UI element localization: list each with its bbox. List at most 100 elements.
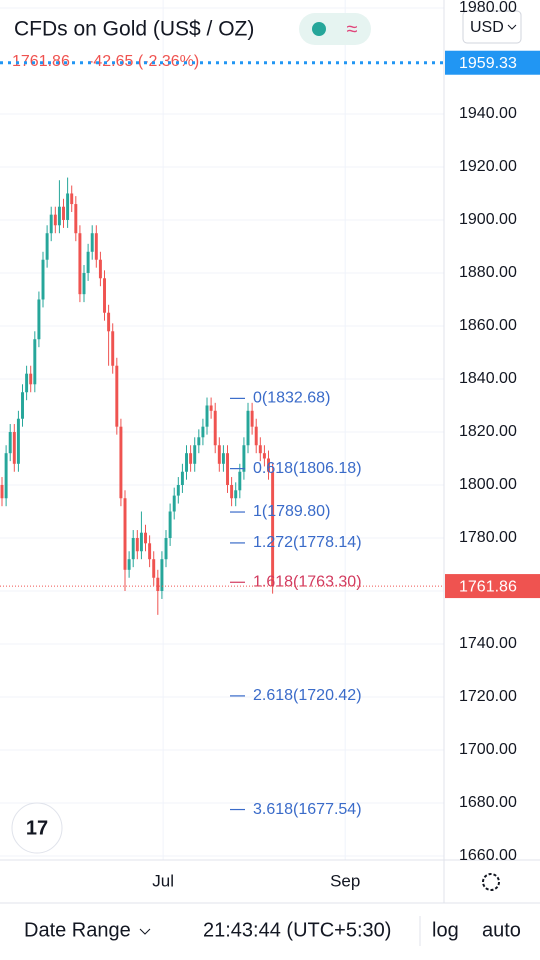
candle-body: [238, 471, 242, 491]
candle-body: [152, 559, 156, 578]
clock: 21:43:44 (UTC+5:30): [203, 919, 391, 941]
candle-body: [135, 537, 139, 552]
y-tick-label: 1860.00: [459, 317, 517, 334]
candle-body: [148, 543, 152, 560]
candle-body: [62, 206, 65, 220]
logo-button[interactable]: [11, 802, 63, 854]
candle-body: [57, 206, 61, 226]
candle-body: [49, 214, 53, 234]
status-pill[interactable]: [299, 13, 371, 45]
y-tick-label: 1660.00: [459, 847, 517, 864]
y-tick-label: 1980.00: [459, 0, 517, 16]
price-label: 1959.33: [459, 55, 517, 72]
candle-body: [144, 532, 147, 544]
y-tick-label: 1900.00: [459, 211, 517, 228]
candle-body: [94, 233, 98, 260]
candle-body: [250, 410, 254, 427]
fib-label: 3.618(1677.54): [253, 801, 362, 818]
candle-body: [262, 453, 266, 459]
currency-button[interactable]: [462, 10, 522, 44]
candle-body: [33, 339, 37, 385]
candle-body: [242, 445, 246, 472]
candle-body: [98, 259, 102, 279]
candle-body: [66, 193, 70, 220]
price-change: -42.65 (-2.36%): [88, 53, 199, 70]
y-tick-label: 1680.00: [459, 794, 517, 811]
fib-label: 1.272(1778.14): [253, 534, 362, 551]
symbol-title: CFDs on Gold (US$ / OZ): [14, 18, 254, 41]
candle-body: [41, 259, 45, 300]
candle-body: [197, 437, 201, 446]
candle-body: [160, 559, 164, 592]
y-tick-label: 1700.00: [459, 741, 517, 758]
candle-body: [8, 431, 12, 454]
y-tick-label: 1880.00: [459, 264, 517, 281]
dropdown-arrow: [507, 24, 517, 30]
fib-label: 0(1832.68): [253, 390, 330, 407]
price-label-box: [445, 574, 540, 599]
price-label-box: [445, 50, 540, 75]
candle-body: [176, 484, 180, 496]
candle-body: [213, 410, 217, 446]
market-open-dot: [312, 22, 326, 36]
y-tick-label: 1800.00: [459, 476, 517, 493]
fib-label: 2.618(1720.42): [253, 687, 362, 704]
candle-body: [234, 490, 238, 499]
fib-label: 1(1789.80): [253, 503, 330, 520]
candle-body: [180, 471, 184, 485]
y-tick-label: 1920.00: [459, 158, 517, 175]
candle-body: [12, 431, 16, 464]
candle-body: [16, 418, 20, 464]
candle-body: [115, 365, 119, 427]
candle-body: [185, 453, 188, 472]
candle-body: [29, 373, 33, 385]
candle-body: [4, 453, 8, 499]
date-range-button[interactable]: Date Range: [24, 919, 131, 941]
candle-body: [209, 405, 213, 411]
candle-body: [107, 312, 111, 332]
candle-body: [205, 405, 209, 427]
settings-icon[interactable]: [482, 873, 500, 891]
candle-body: [45, 233, 49, 260]
auto-toggle[interactable]: auto: [482, 919, 521, 941]
candle-body: [217, 445, 221, 464]
candle-body: [230, 484, 234, 499]
fib-label: 0.618(1806.18): [253, 460, 362, 477]
x-tick-label: Sep: [330, 871, 360, 890]
candle-body: [189, 453, 193, 464]
fib-label: 1.618(1763.30): [253, 573, 362, 590]
delayed-icon: ≈: [347, 18, 358, 40]
log-toggle[interactable]: log: [432, 919, 459, 941]
y-tick-label: 1780.00: [459, 529, 517, 546]
y-tick-label: 1740.00: [459, 635, 517, 652]
candle-body: [156, 577, 160, 592]
candle-body: [123, 498, 127, 570]
y-tick-label: 1720.00: [459, 688, 517, 705]
candle-body: [172, 495, 176, 512]
price-label: 1761.86: [459, 578, 517, 595]
candle-body: [139, 532, 143, 552]
candle-body: [258, 445, 262, 454]
dropdown-arrow: [139, 928, 151, 935]
y-tick-label: 1940.00: [459, 105, 517, 122]
candle-body: [70, 193, 74, 205]
candle-body: [267, 458, 270, 472]
candle-body: [246, 410, 250, 446]
candle-body: [82, 272, 86, 295]
candle-body: [21, 392, 24, 419]
candle-body: [164, 537, 168, 560]
candle-body: [254, 426, 258, 446]
candle-body: [78, 233, 82, 295]
logo: 17: [26, 817, 48, 839]
candle-body: [131, 537, 135, 560]
candle-body: [37, 299, 41, 340]
candle-body: [103, 278, 106, 313]
candle-body: [193, 445, 197, 464]
candle-body: [53, 214, 57, 226]
candle-body: [0, 484, 4, 499]
x-tick-label: Jul: [152, 871, 174, 890]
y-tick-label: 1840.00: [459, 370, 517, 387]
candle-body: [90, 233, 94, 252]
